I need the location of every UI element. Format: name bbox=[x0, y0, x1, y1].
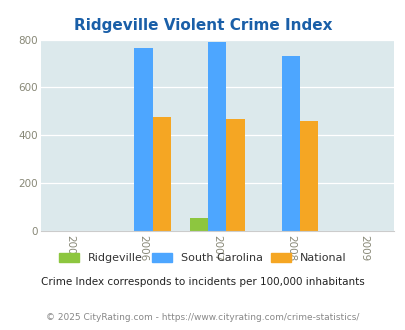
Text: © 2025 CityRating.com - https://www.cityrating.com/crime-statistics/: © 2025 CityRating.com - https://www.city… bbox=[46, 313, 359, 322]
Bar bbox=[226, 118, 244, 231]
Text: Crime Index corresponds to incidents per 100,000 inhabitants: Crime Index corresponds to incidents per… bbox=[41, 278, 364, 287]
Legend: Ridgeville, South Carolina, National: Ridgeville, South Carolina, National bbox=[54, 248, 351, 267]
Bar bbox=[281, 56, 299, 231]
Bar bbox=[152, 116, 171, 231]
Bar bbox=[134, 48, 152, 231]
Text: Ridgeville Violent Crime Index: Ridgeville Violent Crime Index bbox=[74, 18, 331, 33]
Bar bbox=[207, 42, 226, 231]
Bar bbox=[299, 121, 318, 231]
Bar bbox=[189, 218, 207, 231]
